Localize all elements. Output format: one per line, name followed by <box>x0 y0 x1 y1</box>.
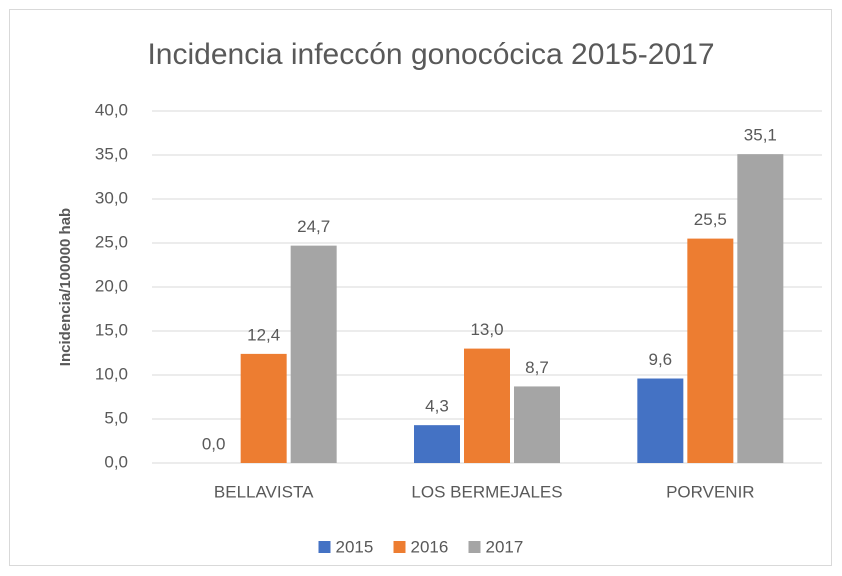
y-axis-label: Incidencia/100000 hab <box>57 208 74 366</box>
value-label: 35,1 <box>744 126 777 145</box>
legend-swatch <box>468 541 481 553</box>
x-tick-label: PORVENIR <box>666 482 755 501</box>
y-tick-label: 5,0 <box>104 408 128 427</box>
bar <box>687 238 734 463</box>
bar <box>240 353 287 463</box>
value-label: 24,7 <box>297 217 330 236</box>
legend-label: 2016 <box>411 537 449 556</box>
value-label: 0,0 <box>202 434 226 453</box>
bar <box>514 386 560 463</box>
x-tick-label: BELLAVISTA <box>214 482 314 501</box>
value-label: 4,3 <box>425 397 449 416</box>
y-tick-label: 10,0 <box>95 364 128 383</box>
legend-swatch <box>318 541 331 553</box>
y-tick-label: 15,0 <box>95 320 128 339</box>
y-tick-label: 25,0 <box>95 232 128 251</box>
x-tick-label: LOS BERMEJALES <box>411 482 562 501</box>
value-label: 9,6 <box>649 350 673 369</box>
value-label: 13,0 <box>470 320 503 339</box>
y-tick-label: 40,0 <box>95 100 128 119</box>
legend-label: 2015 <box>336 537 374 556</box>
y-tick-label: 20,0 <box>95 276 128 295</box>
bar <box>464 348 510 463</box>
y-tick-label: 35,0 <box>95 144 128 163</box>
legend-swatch <box>393 541 406 553</box>
chart-title: Incidencia infeccón gonocócica 2015-2017 <box>147 38 714 71</box>
value-label: 8,7 <box>525 358 549 377</box>
legend-label: 2017 <box>486 537 524 556</box>
y-tick-label: 30,0 <box>95 188 128 207</box>
bar <box>414 425 460 463</box>
bar <box>737 154 784 463</box>
bar <box>290 245 337 463</box>
value-label: 25,5 <box>694 210 727 229</box>
value-label: 12,4 <box>247 325 280 344</box>
y-tick-label: 0,0 <box>104 452 128 471</box>
bar <box>637 378 684 463</box>
